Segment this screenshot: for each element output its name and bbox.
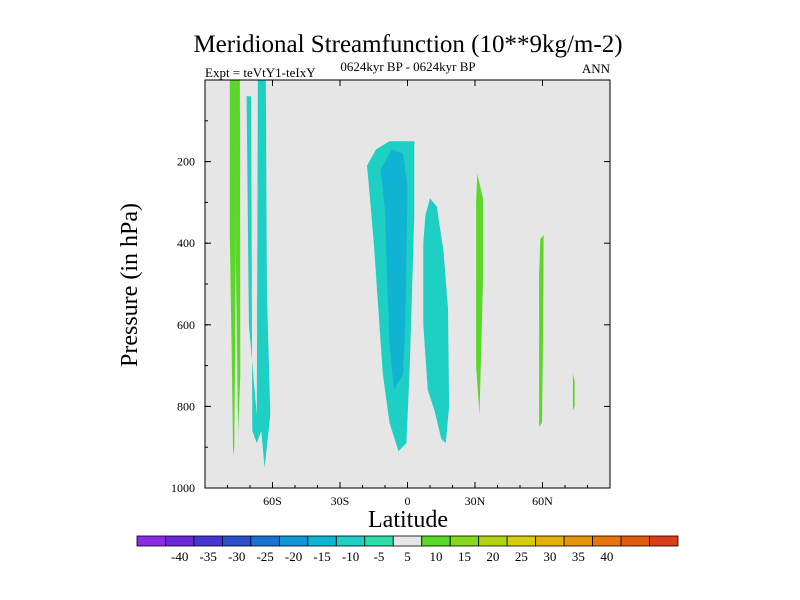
colorbar-swatch (535, 535, 565, 547)
y-tick-label: 400 (177, 236, 195, 250)
colorbar-label: 30 (543, 549, 556, 564)
y-tick-label: 600 (177, 318, 195, 332)
colorbar-swatch (335, 535, 366, 547)
contour-region-blue-equator-south (380, 149, 408, 391)
x-tick-label: 0 (405, 494, 411, 508)
colorbar-label: 25 (515, 549, 528, 564)
colorbar-swatch (278, 535, 309, 547)
colorbar-label: 40 (600, 549, 613, 564)
colorbar: -40 -35 -30 -25 -20 -15 -10 -5 5 10 15 20 25 30 35 40 (136, 535, 679, 564)
colorbar-label: 35 (572, 549, 585, 564)
colorbar-swatch (364, 535, 394, 547)
contour-region-teal-equator-north (423, 198, 450, 444)
contour-region-green-60s-a (229, 80, 236, 456)
colorbar-label: -5 (374, 549, 385, 564)
colorbar-label: -25 (256, 549, 273, 564)
contour-region-green-70n (572, 373, 575, 411)
contour-fill-group (229, 80, 575, 468)
colorbar-swatch (563, 535, 593, 547)
x-tick-label: 30S (331, 494, 350, 508)
contour-region-green-60n (539, 235, 544, 427)
contour-region-green-30n (476, 173, 483, 415)
period-label: 0624kyr BP - 0624kyr BP (340, 59, 475, 74)
colorbar-label: 5 (404, 549, 411, 564)
colorbar-label: -30 (228, 549, 245, 564)
x-tick-label: 60N (532, 494, 553, 508)
x-tick-label: 30N (465, 494, 486, 508)
colorbar-label: 20 (486, 549, 499, 564)
colorbar-label: -40 (171, 549, 188, 564)
colorbar-label: 15 (458, 549, 471, 564)
colorbar-swatch (478, 535, 508, 547)
colorbar-swatch (449, 535, 480, 547)
x-tick-label: 60S (263, 494, 282, 508)
y-axis-ticks: 200 400 600 800 1000 (171, 120, 610, 495)
y-tick-label: 1000 (171, 481, 195, 495)
colorbar-swatch (136, 535, 166, 547)
contour-region-teal-60s (246, 80, 271, 468)
x-axis-label: Latitude (368, 507, 448, 533)
colorbar-swatch (392, 535, 423, 547)
y-axis-label: Pressure (in hPa) (117, 203, 143, 367)
x-axis-ticks: 60S 30S 0 30N 60N (204, 80, 611, 508)
colorbar-swatch (193, 535, 223, 547)
colorbar-swatch (649, 535, 679, 547)
colorbar-label: 10 (429, 549, 442, 564)
colorbar-label: -35 (200, 549, 217, 564)
season-label: ANN (582, 61, 611, 76)
colorbar-label: -15 (313, 549, 330, 564)
contour-region-green-60s-b (235, 80, 241, 435)
y-tick-label: 200 (177, 155, 195, 169)
experiment-label: Expt = teVtY1-teIxY (205, 65, 316, 80)
chart-title: Meridional Streamfunction (10**9kg/m-2) (193, 31, 622, 58)
colorbar-swatch (222, 535, 252, 547)
colorbar-label: -10 (342, 549, 359, 564)
colorbar-label: -20 (285, 549, 302, 564)
colorbar-swatch (165, 535, 195, 547)
colorbar-swatch (250, 535, 280, 547)
y-tick-label: 800 (177, 399, 195, 413)
colorbar-swatch (620, 535, 650, 547)
colorbar-swatch (592, 535, 622, 547)
colorbar-swatch (421, 535, 451, 547)
colorbar-swatch (307, 535, 337, 547)
colorbar-swatch (506, 535, 537, 547)
